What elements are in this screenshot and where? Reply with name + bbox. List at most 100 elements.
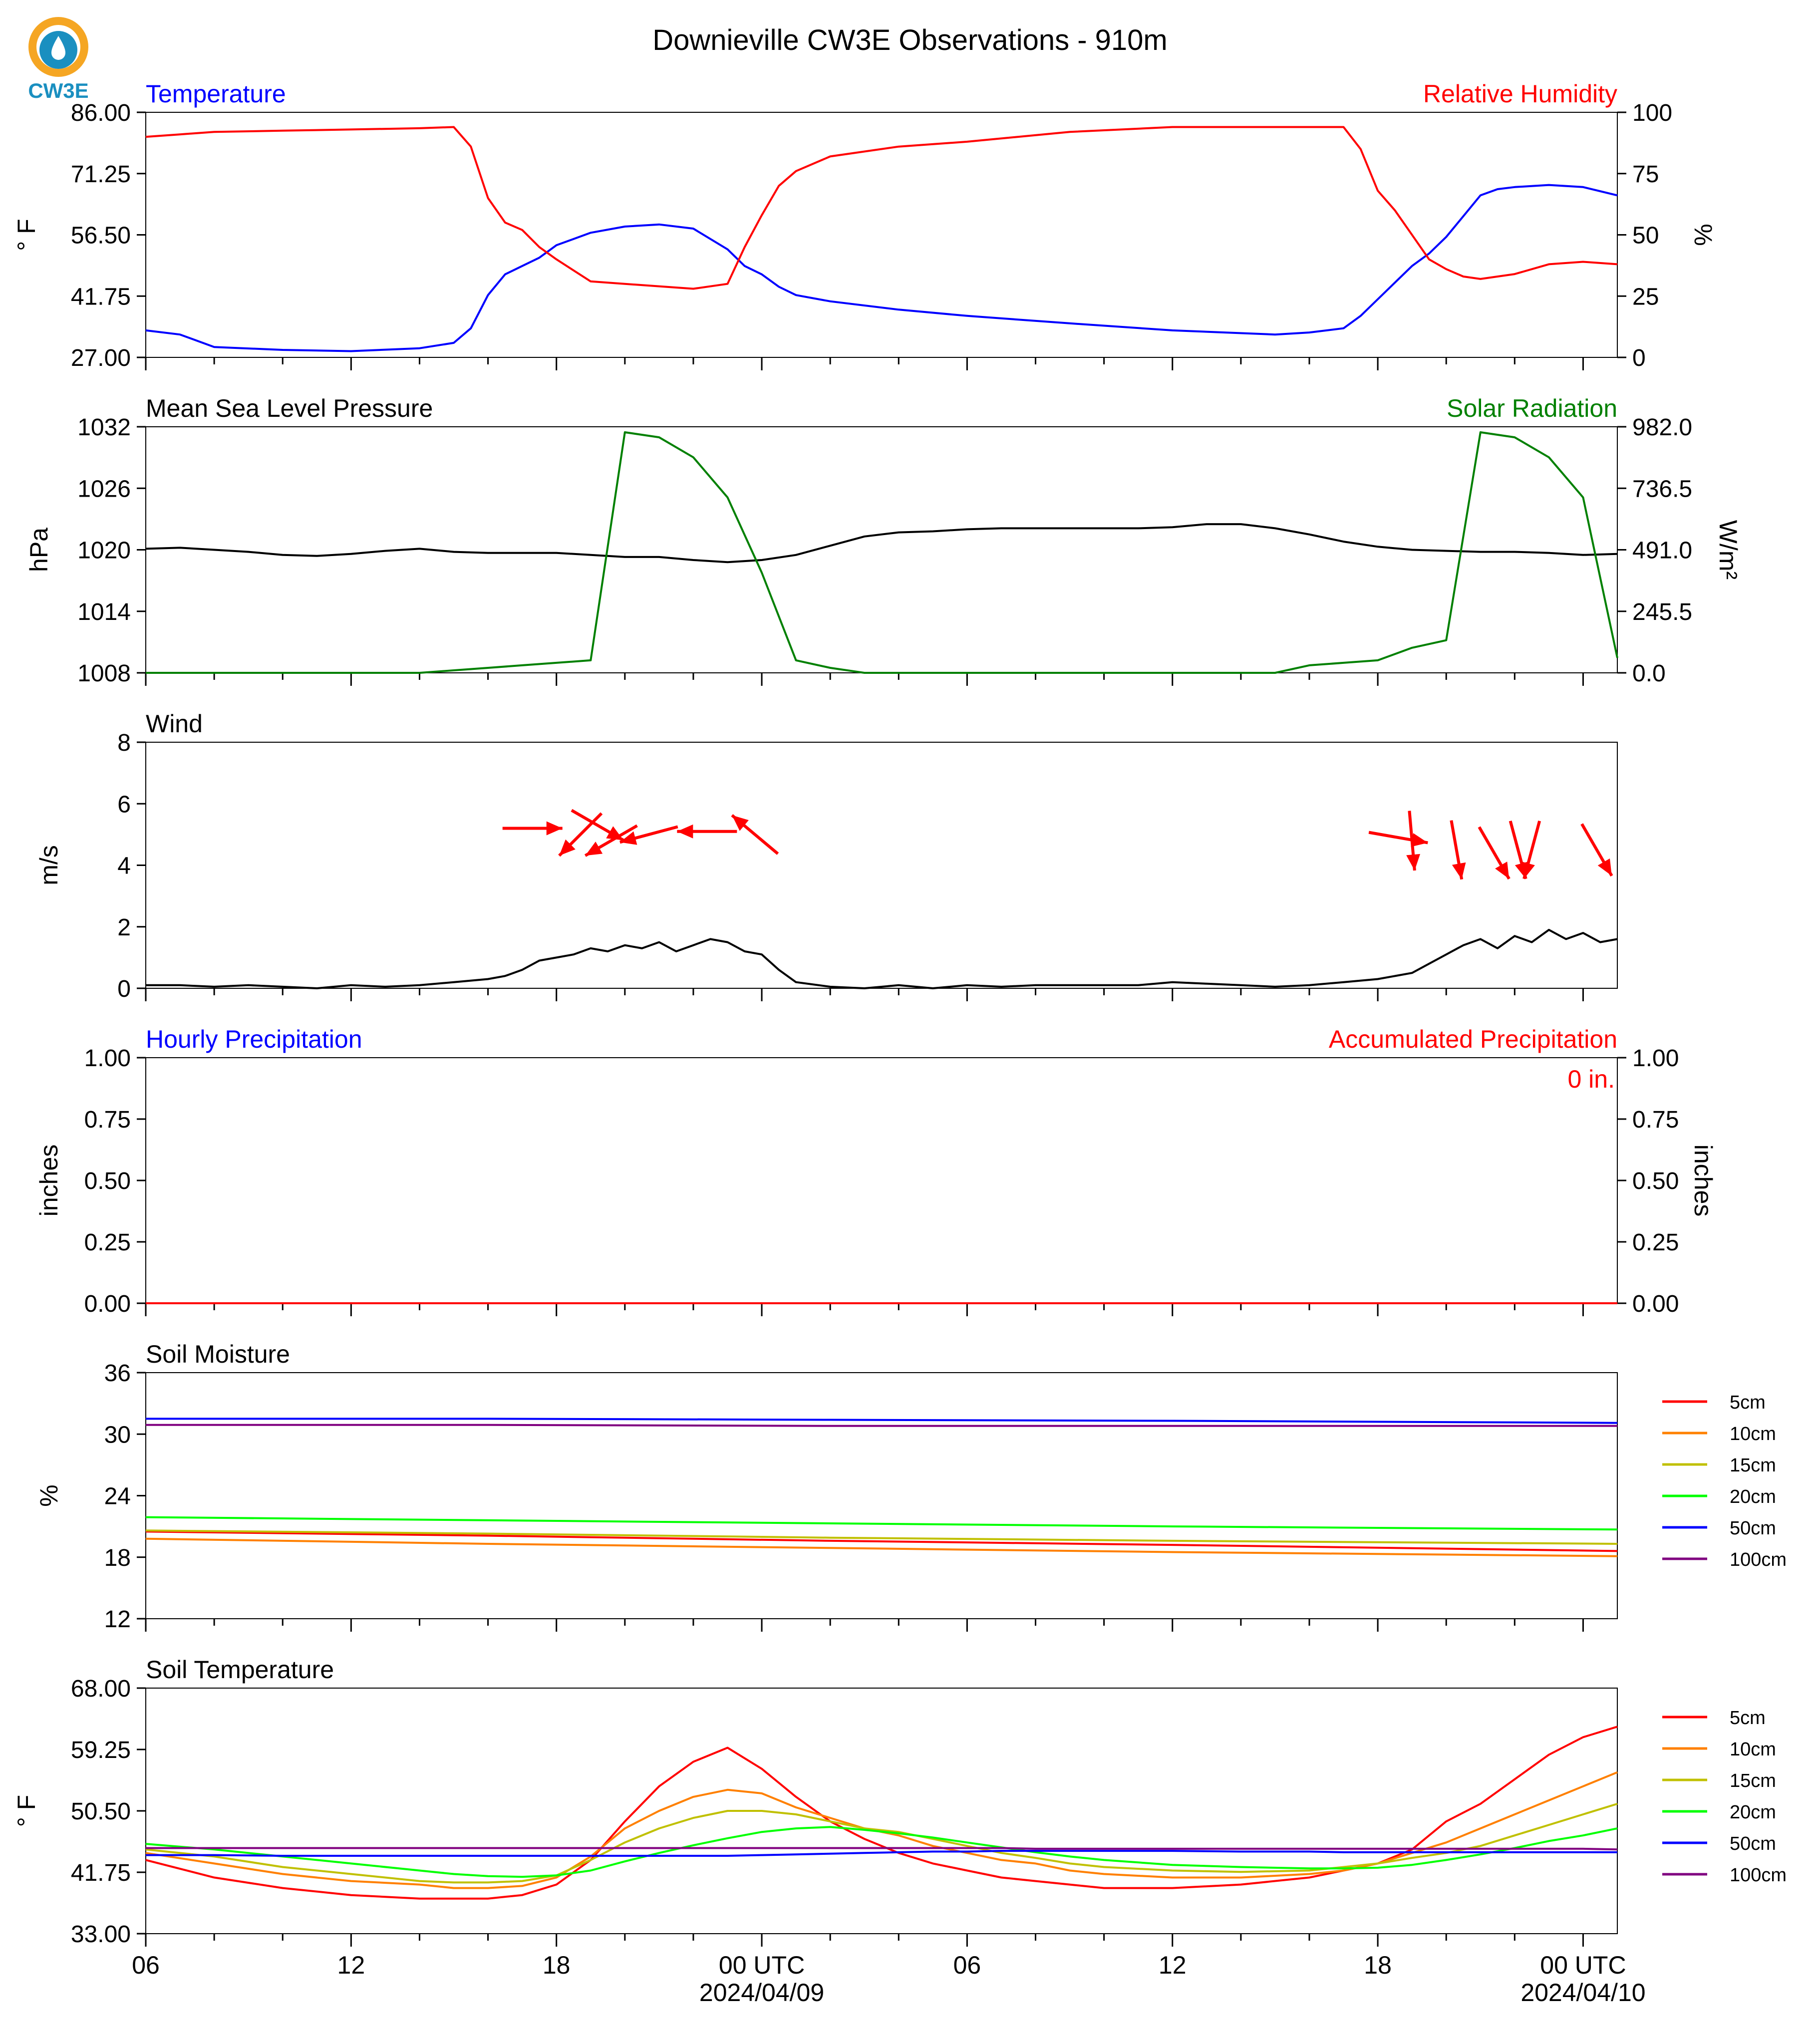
y-right-tick-label: 100: [1632, 100, 1672, 126]
panel-left-title: Temperature: [146, 80, 286, 108]
logo-text: CW3E: [28, 79, 88, 102]
y-right-tick-label: 50: [1632, 223, 1659, 249]
y-tick-label: 41.75: [71, 1860, 131, 1886]
y-axis-label: m/s: [35, 845, 63, 885]
y-right-tick-label: 25: [1632, 284, 1659, 310]
panel-5: Soil Moisture 36 30 24 18 12% 5cm 10cm 15cm 20cm 5…: [35, 1340, 1787, 1633]
y-tick-label: 41.75: [71, 284, 131, 310]
legend-label: 5cm: [1730, 1708, 1766, 1729]
series-line-10cm: [145, 1537, 1618, 1557]
panel-6: Soil Temperature 68.00 59.25 50.50 41.75 33.0…: [12, 1656, 1787, 1948]
series-line-wind-speed: [146, 928, 1618, 989]
wind-arrow: [1368, 831, 1428, 847]
y-tick-label: 1020: [77, 538, 131, 564]
x-tick-label: 18: [543, 1951, 571, 1979]
plot-frame: [145, 1372, 1618, 1619]
y-axis-label: %: [35, 1484, 63, 1506]
y-right-tick-label: 982.0: [1632, 414, 1692, 441]
wind-arrow-head: [619, 831, 637, 845]
wind-arrow-head: [1521, 862, 1535, 879]
wind-arrow: [558, 812, 603, 857]
wind-arrow-head: [1406, 854, 1421, 870]
y-tick-label: 50.50: [71, 1798, 131, 1825]
precipitation-total-label: 0 in.: [1567, 1065, 1615, 1093]
y-right-tick-label: 75: [1632, 161, 1659, 188]
series-line-100cm: [146, 1847, 1618, 1851]
wind-arrow-head: [1495, 862, 1510, 879]
wind-arrow: [1521, 820, 1541, 879]
legend-label: 10cm: [1730, 1424, 1776, 1445]
x-date-label: 2024/04/10: [1520, 1979, 1645, 2007]
legend-label: 20cm: [1730, 1486, 1776, 1507]
series-line-50cm: [146, 1850, 1617, 1857]
series-line-5cm: [145, 1726, 1618, 1900]
wind-arrow-head: [559, 839, 576, 856]
y-tick-label: 33.00: [71, 1921, 131, 1948]
x-tick-label: 18: [1364, 1951, 1392, 1979]
wind-arrow: [677, 824, 737, 839]
logo: CW3E: [28, 17, 89, 102]
series-line-50cm: [146, 1418, 1618, 1424]
y-right-tick-label: 491.0: [1632, 538, 1692, 564]
series-line-mean-sea-level-pressure: [145, 523, 1618, 564]
legend-label: 20cm: [1730, 1802, 1776, 1823]
y-tick-label: 56.50: [71, 223, 131, 249]
y-right-axis-label: %: [1689, 224, 1717, 246]
y-right-tick-label: 0.00: [1632, 1291, 1679, 1317]
y-tick-label: 1.00: [84, 1045, 131, 1072]
wind-arrow: [619, 825, 678, 845]
y-tick-label: 8: [117, 730, 131, 756]
x-tick-label: 12: [337, 1951, 365, 1979]
y-right-tick-label: 0.0: [1632, 660, 1666, 687]
panel-left-title: Soil Temperature: [146, 1656, 334, 1684]
wind-arrow: [502, 821, 563, 836]
y-right-axis-label: W/m²: [1714, 520, 1742, 579]
y-right-tick-label: 245.5: [1632, 599, 1692, 625]
water-drop-icon: [51, 36, 65, 60]
panel-4: Hourly Precipitation Accumulated Precipit…: [35, 1025, 1717, 1317]
panel-1: Temperature Relative Humidity 86.00 71.25 56…: [12, 80, 1717, 371]
y-tick-label: 24: [104, 1483, 131, 1510]
y-right-tick-label: 0.50: [1632, 1168, 1679, 1194]
x-tick-label: 06: [132, 1951, 160, 1979]
legend-label: 15cm: [1730, 1455, 1776, 1476]
legend-label: 100cm: [1730, 1865, 1787, 1886]
wind-arrow-head: [1452, 862, 1466, 879]
y-tick-label: 0: [117, 976, 131, 1002]
y-axis-label: hPa: [25, 528, 53, 572]
y-tick-label: 68.00: [71, 1676, 131, 1702]
x-date-label: 2024/04/09: [699, 1979, 824, 2007]
y-right-tick-label: 0.75: [1632, 1107, 1679, 1133]
series-line-solar-radiation: [146, 431, 1618, 674]
wind-arrow-head: [732, 815, 749, 831]
panel-2: Mean Sea Level Pressure Solar Radiation 10…: [25, 394, 1742, 687]
x-tick-label: 00 UTC: [1540, 1951, 1626, 1979]
y-right-tick-label: 0: [1632, 345, 1646, 371]
y-tick-label: 30: [104, 1422, 131, 1448]
y-tick-label: 71.25: [71, 161, 131, 188]
legend-label: 50cm: [1730, 1518, 1776, 1539]
y-right-tick-label: 0.25: [1632, 1229, 1679, 1256]
y-tick-label: 4: [117, 853, 131, 879]
wind-arrow-head: [1411, 833, 1428, 847]
y-right-tick-label: 1.00: [1632, 1045, 1679, 1072]
wind-arrow: [1478, 826, 1511, 880]
y-tick-label: 6: [117, 791, 131, 818]
x-tick-label: 12: [1159, 1951, 1187, 1979]
y-right-tick-label: 736.5: [1632, 476, 1692, 502]
panel-right-title: Solar Radiation: [1447, 394, 1617, 422]
plot-frame: [145, 1057, 1618, 1304]
panels: Temperature Relative Humidity 86.00 71.25 56…: [12, 80, 1787, 2007]
panel-left-title: Mean Sea Level Pressure: [146, 394, 433, 422]
y-axis-label: ° F: [12, 219, 40, 251]
series-line-relative-humidity: [145, 126, 1618, 290]
wind-arrow: [1580, 823, 1613, 877]
figure-title: Downieville CW3E Observations - 910m: [652, 24, 1167, 56]
series-line-20cm: [145, 1826, 1618, 1878]
legend-label: 50cm: [1730, 1833, 1776, 1854]
panel-left-title: Soil Moisture: [146, 1340, 290, 1368]
wind-arrow: [1450, 820, 1466, 880]
wind-arrow-head: [585, 842, 603, 856]
legend-label: 5cm: [1730, 1392, 1766, 1413]
